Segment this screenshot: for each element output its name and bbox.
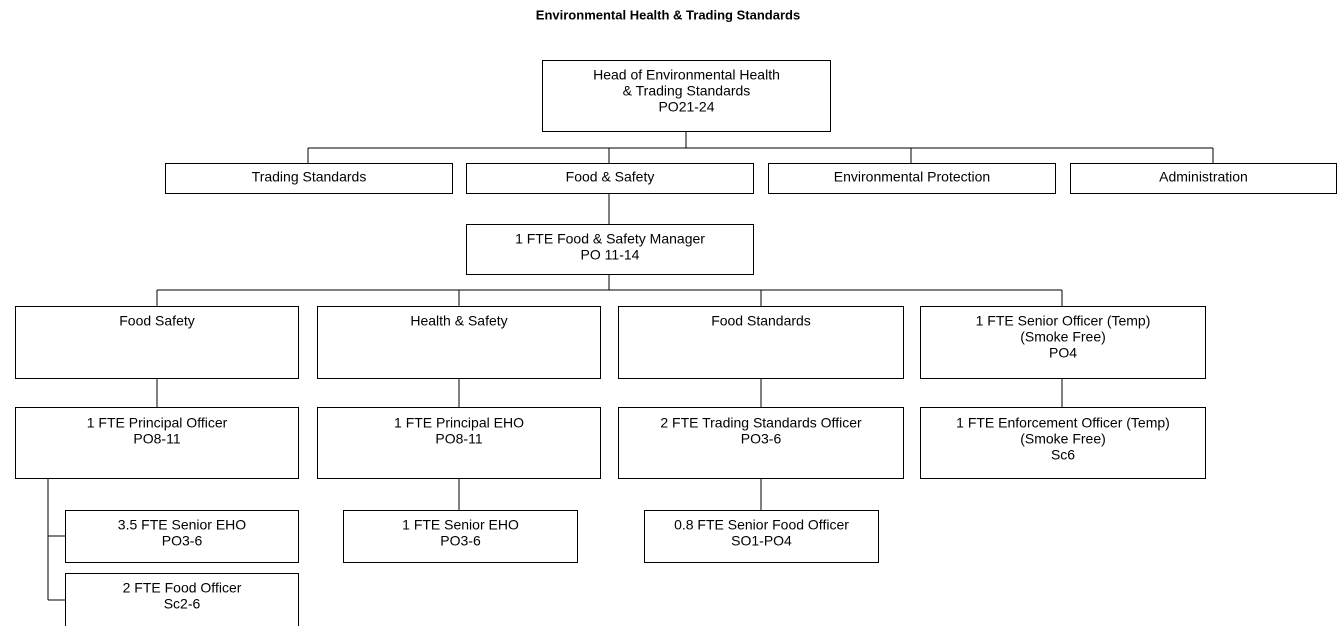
node-box [618, 407, 904, 479]
node-box [15, 306, 299, 379]
org-node: Trading Standards [165, 163, 453, 194]
org-node: Food & Safety [466, 163, 754, 194]
node-label: PO4 [1049, 345, 1077, 361]
chart-title: Environmental Health & Trading Standards [536, 7, 800, 22]
node-label: 1 FTE Senior EHO [402, 517, 519, 533]
node-label: Administration [1159, 169, 1248, 185]
node-label: Head of Environmental Health [593, 67, 780, 83]
node-label: Environmental Protection [834, 169, 990, 185]
org-node: Food Safety [15, 306, 299, 379]
node-box [65, 510, 299, 563]
node-label: Health & Safety [410, 313, 507, 329]
node-box [15, 407, 299, 479]
node-label: PO 11-14 [581, 247, 640, 263]
org-node: Environmental Protection [768, 163, 1056, 194]
node-box [317, 306, 601, 379]
node-box [618, 306, 904, 379]
node-label: 1 FTE Principal EHO [394, 415, 524, 431]
node-box [165, 163, 453, 194]
org-node: Food Standards [618, 306, 904, 379]
node-box [466, 163, 754, 194]
node-label: 1 FTE Enforcement Officer (Temp) [956, 415, 1170, 431]
node-label: Sc6 [1051, 447, 1075, 463]
node-label: 1 FTE Principal Officer [87, 415, 228, 431]
node-label: Trading Standards [252, 169, 367, 185]
node-label: 2 FTE Food Officer [123, 580, 242, 596]
org-node: 1 FTE Enforcement Officer (Temp)(Smoke F… [920, 407, 1206, 479]
node-label: PO3-6 [741, 431, 782, 447]
node-label: 1 FTE Food & Safety Manager [515, 231, 705, 247]
node-label: 2 FTE Trading Standards Officer [660, 415, 862, 431]
node-label: PO3-6 [162, 533, 203, 549]
node-box [343, 510, 578, 563]
node-label: PO21-24 [658, 99, 714, 115]
node-box [542, 60, 831, 132]
node-box [920, 306, 1206, 379]
node-label: SO1-PO4 [731, 533, 792, 549]
node-box [920, 407, 1206, 479]
node-label: 0.8 FTE Senior Food Officer [674, 517, 849, 533]
node-label: 1 FTE Senior Officer (Temp) [976, 313, 1151, 329]
node-box [768, 163, 1056, 194]
node-label: Food & Safety [566, 169, 655, 185]
node-box [466, 224, 754, 275]
org-node: Health & Safety [317, 306, 601, 379]
node-box [317, 407, 601, 479]
node-label: PO8-11 [435, 431, 482, 447]
node-label: (Smoke Free) [1020, 431, 1106, 447]
connectors [47, 131, 1214, 601]
node-label: PO8-11 [133, 431, 180, 447]
node-box [644, 510, 879, 563]
org-node: Administration [1070, 163, 1337, 194]
node-box [65, 573, 299, 626]
node-label: Sc2-6 [164, 596, 201, 612]
node-label: & Trading Standards [623, 83, 751, 99]
node-box [1070, 163, 1337, 194]
org-node: Head of Environmental Health& Trading St… [542, 60, 831, 132]
node-label: Food Safety [119, 313, 195, 329]
node-label: 3.5 FTE Senior EHO [118, 517, 246, 533]
node-label: (Smoke Free) [1020, 329, 1106, 345]
node-label: Food Standards [711, 313, 811, 329]
org-node: 1 FTE Senior Officer (Temp)(Smoke Free)P… [920, 306, 1206, 379]
node-label: PO3-6 [440, 533, 481, 549]
